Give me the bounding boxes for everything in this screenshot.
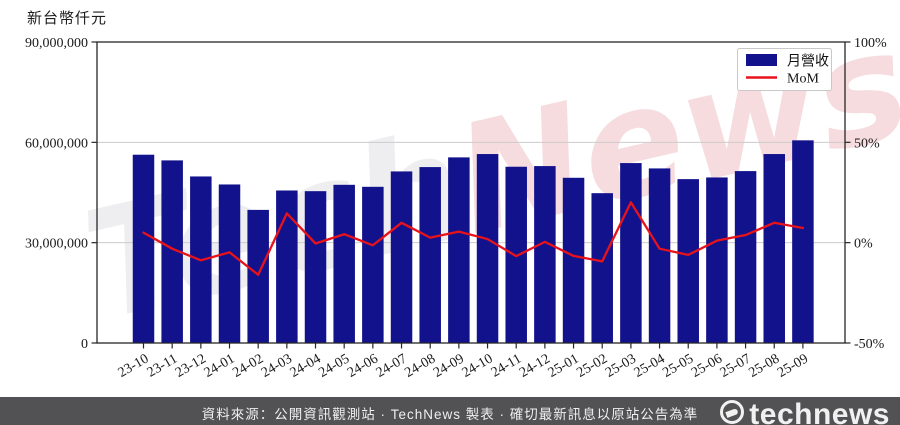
x-axis-label: 25-09 <box>775 351 811 380</box>
y-left-tick-label: 60,000,000 <box>25 136 88 151</box>
technews-logo: technews <box>720 400 890 425</box>
technews-logo-text: technews <box>749 398 890 425</box>
plot-frame <box>96 41 846 344</box>
legend-bar-label: 月營收 <box>787 54 829 70</box>
revenue-bar <box>677 179 699 343</box>
revenue-bar <box>792 140 814 343</box>
revenue-bar <box>419 167 441 343</box>
y-right-tick-label: 0% <box>854 237 873 252</box>
y-left-tick-label: 90,000,000 <box>25 36 88 51</box>
revenue-bar <box>562 177 585 343</box>
revenue-bar <box>304 191 327 343</box>
revenue-bar <box>448 157 470 343</box>
revenue-bar <box>362 186 384 343</box>
revenue-bar <box>161 160 183 343</box>
y-left-tick-label: 0 <box>81 337 88 352</box>
footer-bar: 資料來源：公開資訊觀測站 · TechNews 製表 · 確切最新訊息以原站公告… <box>0 397 900 425</box>
legend-bar-swatch <box>746 54 777 66</box>
technews-logo-icon <box>720 400 745 424</box>
y-right-tick-label: 100% <box>854 36 887 51</box>
y-right-tick-label: 50% <box>854 136 880 151</box>
revenue-bar <box>534 166 556 343</box>
revenue-bar <box>132 154 155 343</box>
revenue-bar <box>648 168 671 343</box>
legend-line-label: MoM <box>787 72 819 87</box>
revenue-bar <box>390 171 413 343</box>
revenue-bar <box>620 163 642 343</box>
revenue-bar <box>247 209 269 343</box>
monthly-revenue-mom-chart: 0 30,000,000 60,000,000 90,000,000 -50% 0% 50%… <box>25 36 887 381</box>
y-right-tick-label: -50% <box>854 337 885 352</box>
y-left-tick-label: 30,000,000 <box>25 237 88 252</box>
revenue-bar <box>734 171 757 343</box>
revenue-bar <box>763 154 785 343</box>
y-axis-unit-label: 新台幣仟元 <box>27 11 108 27</box>
revenue-bar <box>476 154 499 343</box>
revenue-bar <box>333 184 355 343</box>
revenue-bar <box>218 184 241 343</box>
revenue-bar <box>276 190 298 343</box>
mom-line <box>142 201 805 276</box>
revenue-bar <box>591 193 613 343</box>
revenue-bar <box>706 177 728 343</box>
data-source-note: 資料來源：公開資訊觀測站 · TechNews 製表 · 確切最新訊息以原站公告… <box>201 407 699 422</box>
